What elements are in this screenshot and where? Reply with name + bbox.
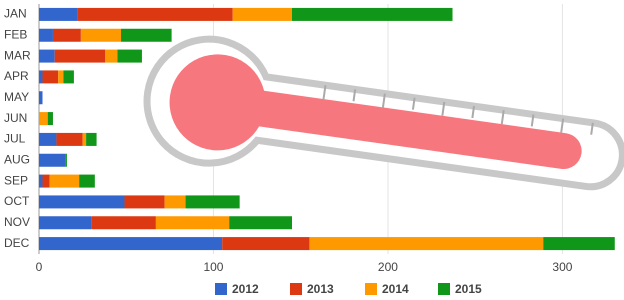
bar-segment: [39, 7, 78, 21]
x-tick-label: 100: [203, 260, 223, 274]
y-tick-label: MAY: [4, 90, 29, 104]
thermometer-fill: [169, 54, 582, 169]
bar-segment: [82, 132, 87, 146]
bar-segment: [80, 28, 122, 42]
thermometer-illustration: [143, 35, 624, 191]
legend-label: 2015: [455, 282, 482, 296]
bar-segment: [117, 49, 142, 63]
bar-segment: [229, 216, 292, 230]
bar-segment: [86, 132, 97, 146]
y-tick-label: OCT: [4, 194, 30, 208]
bar-segment: [185, 195, 240, 209]
y-tick-label: JUL: [4, 132, 26, 146]
y-tick-label: MAR: [4, 48, 31, 62]
x-tick-label: 300: [552, 260, 572, 274]
bar-segment: [39, 49, 55, 63]
y-tick-label: APR: [4, 69, 29, 83]
bar-layer: [39, 7, 615, 251]
bar-segment: [39, 91, 43, 105]
bar-segment: [39, 153, 66, 167]
bar-segment: [42, 70, 59, 84]
bar-segment: [105, 49, 118, 63]
bar-segment: [121, 28, 172, 42]
y-tick-label: JUN: [4, 111, 27, 125]
y-tick-label: AUG: [4, 152, 30, 166]
bar-segment: [39, 70, 43, 84]
y-tick-label: FEB: [4, 27, 27, 41]
bar-segment: [65, 153, 67, 167]
bar-segment: [63, 70, 74, 84]
x-tick-label: 200: [378, 260, 398, 274]
bar-segment: [58, 70, 64, 84]
bar-segment: [155, 216, 230, 230]
legend-swatch: [438, 283, 450, 295]
legend-swatch: [290, 283, 302, 295]
bar-segment: [91, 216, 156, 230]
bar-segment: [49, 174, 80, 188]
thermometer-ticks: [322, 85, 594, 135]
bar-segment: [39, 237, 223, 251]
bar-segment: [39, 112, 48, 126]
bar-segment: [42, 174, 50, 188]
bar-segment: [232, 7, 292, 21]
y-tick-label: JAN: [4, 7, 27, 21]
legend-label: 2014: [382, 282, 409, 296]
y-tick-label: SEP: [4, 173, 28, 187]
bar-segment: [56, 132, 83, 146]
bar-segment: [79, 174, 95, 188]
bar-segment: [291, 7, 453, 21]
x-tick-label: 0: [36, 260, 43, 274]
legend-swatch: [215, 283, 227, 295]
bar-segment: [39, 195, 125, 209]
y-tick-label: NOV: [4, 215, 30, 229]
bar-segment: [47, 112, 53, 126]
bar-segment: [309, 237, 544, 251]
legend-swatch: [365, 283, 377, 295]
bar-segment: [52, 28, 81, 42]
legend-label: 2012: [232, 282, 259, 296]
bar-segment: [543, 237, 615, 251]
y-tick-label: DEC: [4, 236, 30, 250]
bar-segment: [77, 7, 233, 21]
bar-segment: [39, 132, 57, 146]
bar-segment: [39, 216, 92, 230]
bar-segment: [124, 195, 165, 209]
bar-segment: [222, 237, 310, 251]
bar-segment: [39, 28, 53, 42]
legend-label: 2013: [307, 282, 334, 296]
bar-segment: [39, 174, 43, 188]
bar-segment: [54, 49, 106, 63]
bar-segment: [164, 195, 186, 209]
